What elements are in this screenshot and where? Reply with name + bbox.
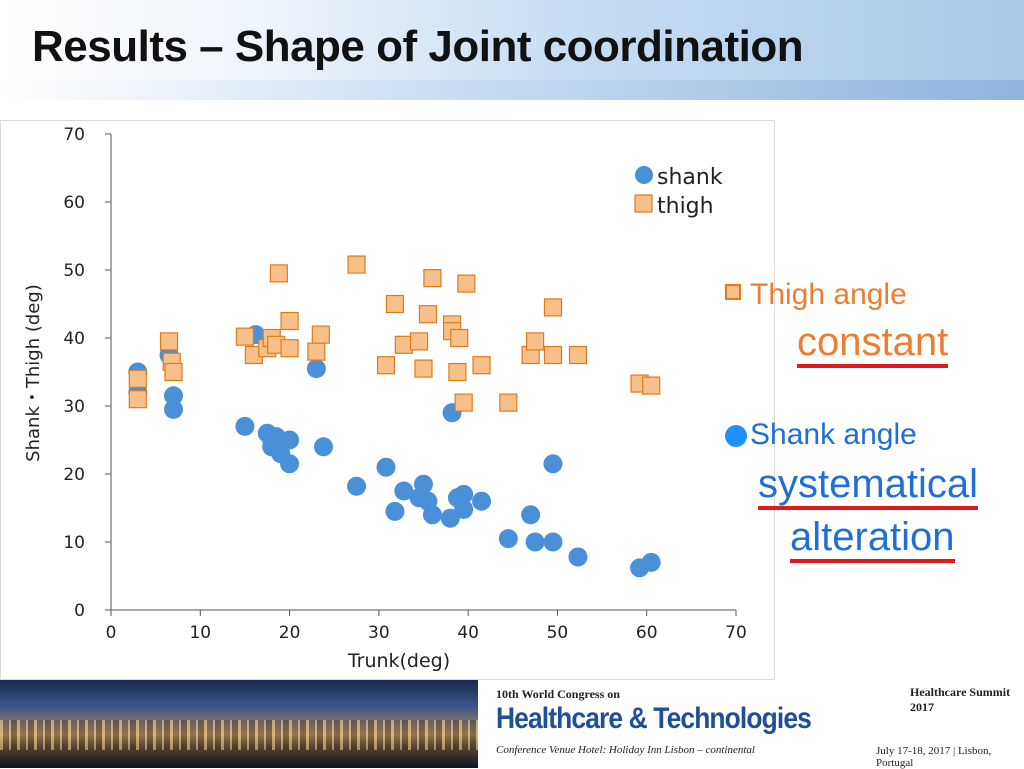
thigh-angle-label: Thigh angle (750, 278, 907, 311)
shank-point (498, 529, 518, 549)
shank-point (422, 505, 442, 525)
thigh-angle-description: constant (797, 320, 949, 368)
shank-point (394, 481, 414, 501)
x-tick-label: 20 (279, 623, 301, 643)
y-tick-label: 10 (63, 533, 85, 553)
thigh-point (423, 269, 442, 288)
footer-venue: Conference Venue Hotel: Holiday Inn Lisb… (496, 744, 755, 756)
thigh-point (385, 294, 405, 314)
footer-brand: Healthcare & Technologies (496, 702, 812, 735)
chart-axes (110, 134, 736, 611)
legend-thigh-label: thigh (657, 194, 714, 219)
x-tick-label: 60 (636, 623, 658, 643)
chart-marks (128, 255, 661, 578)
shank-point (385, 501, 405, 521)
scatter-chart: 0 10 20 30 40 50 60 70 0 10 20 30 40 50 60 70 shank thig… (23, 125, 747, 672)
shank-point (568, 547, 588, 567)
chart-legend: shank thigh (634, 165, 723, 219)
thigh-point (347, 255, 366, 274)
shank-point (454, 499, 474, 519)
thigh-point (448, 362, 467, 382)
thigh-point (543, 298, 563, 317)
shank-circle-icon (725, 425, 747, 447)
shank-point (414, 474, 433, 494)
thigh-point (307, 342, 326, 361)
shank-point (376, 457, 396, 477)
x-tick-label: 70 (725, 623, 747, 643)
x-tick-label: 50 (547, 623, 569, 643)
y-axis-label: Shank・Thigh (deg) (23, 284, 44, 462)
y-tick-label: 70 (63, 125, 85, 145)
y-tick-label: 20 (63, 465, 85, 485)
thigh-point (454, 393, 473, 412)
scatter-chart-frame: 0 10 20 30 40 50 60 70 0 10 20 30 40 50 60 70 shank thig… (0, 120, 775, 680)
thigh-point (394, 335, 413, 354)
legend-shank-label: shank (657, 165, 723, 190)
shank-point (472, 491, 492, 511)
shank-point (543, 532, 563, 552)
title-bar (0, 0, 1024, 100)
shank-angle-label: Shank angle (750, 418, 917, 451)
title-rule (0, 80, 1024, 100)
thigh-point (280, 311, 299, 331)
thigh-point (409, 332, 429, 351)
x-tick-label: 10 (189, 623, 211, 643)
x-tick-label: 40 (457, 623, 479, 643)
chart-ticks: 0 10 20 30 40 50 60 70 0 10 20 30 40 50 60 70 (63, 125, 746, 643)
y-tick-label: 50 (63, 261, 85, 281)
footer-congress: 10th World Congress on (496, 687, 620, 701)
shank-point (280, 430, 300, 450)
city-lights (0, 720, 478, 750)
shank-point (521, 505, 541, 525)
y-tick-label: 60 (63, 193, 85, 213)
y-tick-label: 0 (74, 601, 85, 621)
thigh-point (499, 393, 518, 412)
legend-thigh-marker (634, 194, 653, 213)
footer-summit: Healthcare Summit 2017 (910, 685, 1011, 714)
thigh-point (414, 359, 433, 378)
thigh-point (128, 369, 147, 388)
thigh-point (159, 332, 179, 351)
x-tick-label: 0 (106, 623, 117, 643)
shank-point (306, 359, 326, 379)
x-axis-label: Trunk(deg) (347, 650, 450, 672)
y-tick-label: 40 (63, 329, 85, 349)
shank-point (440, 508, 460, 528)
thigh-point (280, 339, 299, 358)
shank-point (164, 386, 183, 406)
shank-angle-description-line2: alteration (790, 515, 955, 563)
thigh-point (526, 332, 545, 351)
thigh-point (376, 356, 396, 375)
thigh-point (164, 362, 183, 382)
thigh-point (235, 327, 255, 346)
footer-dates: July 17-18, 2017 | Lisbon, Portugal (876, 745, 992, 769)
shank-point (525, 532, 545, 552)
legend-shank-marker (635, 166, 653, 184)
shank-angle-description-line1: systematical (758, 462, 979, 510)
slide-title: Results – Shape of Joint coordination (32, 22, 804, 71)
thigh-point (269, 264, 288, 283)
x-tick-label: 30 (368, 623, 390, 643)
thigh-point (472, 356, 491, 375)
thigh-point (568, 345, 588, 365)
shank-point (641, 552, 661, 572)
footer-banner: 10th World Congress on Healthcare & Tech… (0, 680, 1024, 769)
thigh-point (311, 325, 330, 344)
shank-point (280, 454, 300, 474)
shank-point (314, 437, 333, 457)
shank-point (543, 454, 563, 474)
thigh-point (457, 274, 476, 293)
shank-point (235, 416, 255, 436)
y-tick-label: 30 (63, 397, 85, 417)
thigh-point (450, 328, 469, 348)
lisbon-cityscape-image (0, 680, 478, 768)
thigh-point (543, 345, 563, 365)
thigh-point (128, 390, 147, 409)
thigh-square-icon (725, 284, 741, 300)
shank-point (454, 484, 474, 504)
shank-point (164, 399, 183, 419)
thigh-point (418, 305, 438, 324)
shank-point (347, 476, 367, 496)
thigh-point (642, 376, 661, 395)
